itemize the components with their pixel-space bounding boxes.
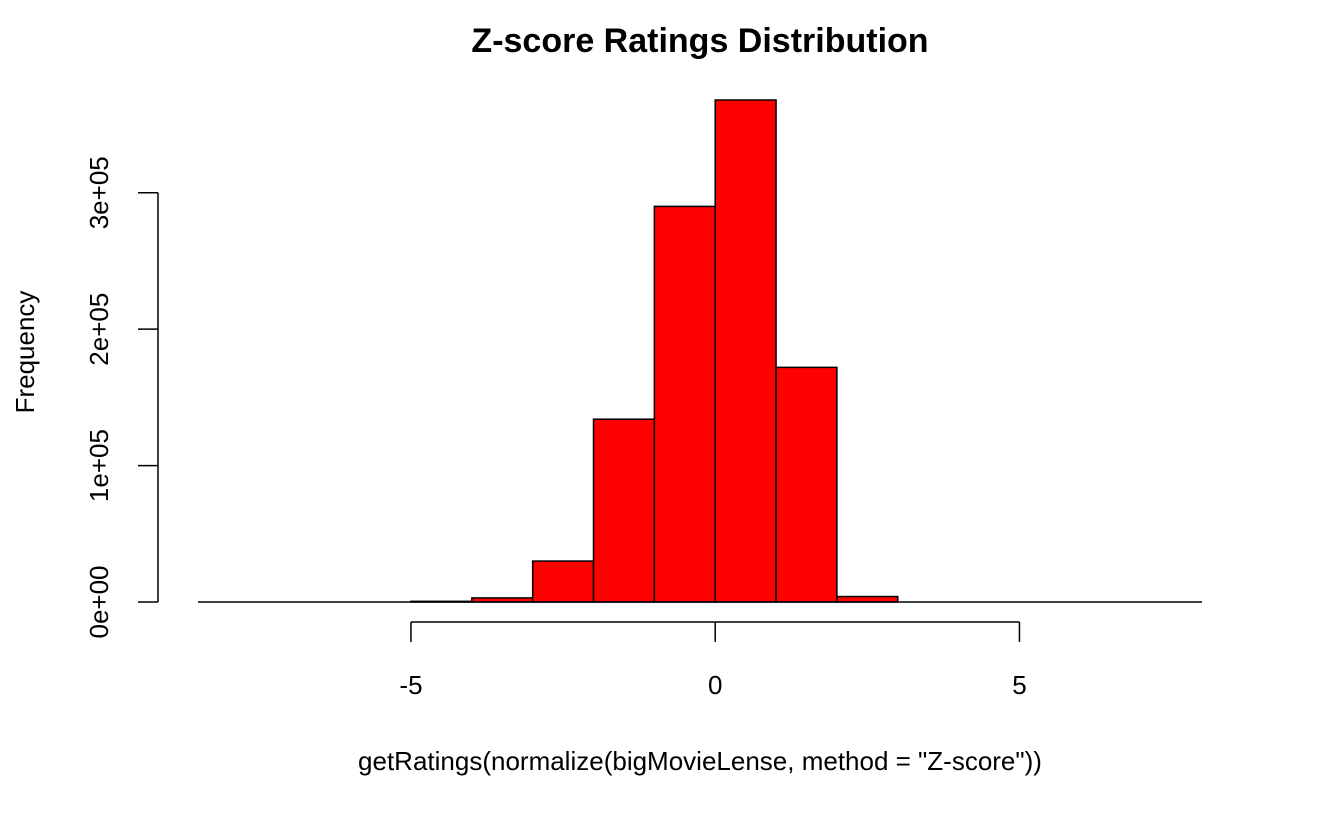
x-axis: -5 0 5 xyxy=(399,621,1027,700)
x-tick-label-0: -5 xyxy=(399,670,422,700)
histogram-bar-4 xyxy=(653,205,716,603)
y-axis-label: Frequency xyxy=(10,291,40,414)
histogram-bar-6 xyxy=(775,366,838,603)
y-axis: 0e+00 1e+05 2e+05 3e+05 xyxy=(84,156,159,639)
y-tick-label-0: 0e+00 xyxy=(84,565,114,638)
y-tick-label-2: 2e+05 xyxy=(84,293,114,366)
y-tick-label-1: 1e+05 xyxy=(84,429,114,502)
histogram-bar-7 xyxy=(836,595,899,603)
x-axis-label: getRatings(normalize(bigMovieLense, meth… xyxy=(358,746,1042,776)
histogram-bars xyxy=(410,99,899,603)
chart-title: Z-score Ratings Distribution xyxy=(471,22,928,60)
x-tick-label-1: 0 xyxy=(708,670,722,700)
histogram-bar-2 xyxy=(531,560,595,603)
y-tick-label-3: 3e+05 xyxy=(84,156,114,229)
histogram-bar-5 xyxy=(714,99,777,603)
histogram-bar-3 xyxy=(592,418,656,603)
x-tick-label-2: 5 xyxy=(1012,670,1026,700)
